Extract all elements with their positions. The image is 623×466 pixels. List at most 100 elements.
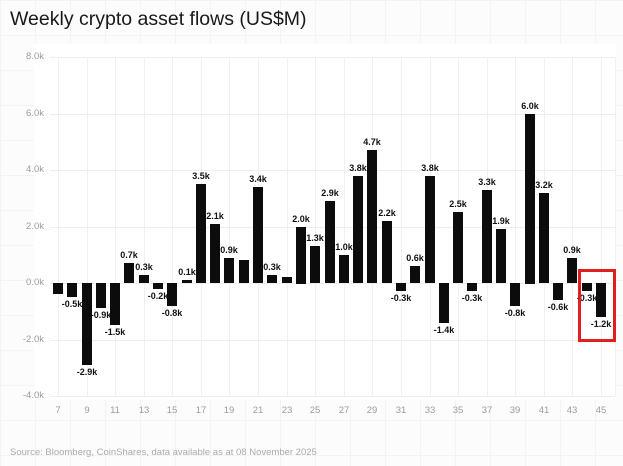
bar-week-35 bbox=[453, 212, 463, 283]
bar-week-16 bbox=[182, 280, 192, 283]
x-axis-tick-label: 31 bbox=[395, 405, 407, 416]
bar-week-34 bbox=[439, 283, 449, 323]
y-axis-tick-label: -4.0k bbox=[22, 390, 44, 401]
bar-week-42 bbox=[553, 283, 563, 300]
bar-week-20 bbox=[239, 260, 249, 283]
chart-title: Weekly crypto asset flows (US$M) bbox=[10, 8, 307, 30]
y-axis-tick-label: 2.0k bbox=[26, 221, 44, 232]
x-axis-tick-label: 23 bbox=[281, 405, 293, 416]
bar-week-25 bbox=[310, 246, 320, 283]
bar-week-18 bbox=[210, 224, 220, 283]
x-axis-tick-label: 29 bbox=[366, 405, 378, 416]
x-axis-tick-label: 39 bbox=[509, 405, 521, 416]
x-gridline bbox=[572, 57, 573, 396]
x-gridline bbox=[87, 57, 88, 396]
y-gridline bbox=[50, 57, 615, 58]
bar-week-13 bbox=[139, 275, 149, 283]
bar-week-21 bbox=[253, 187, 263, 283]
x-gridline bbox=[172, 57, 173, 396]
bar-value-label: -0.9k bbox=[90, 310, 112, 320]
bar-week-33 bbox=[425, 176, 435, 283]
bar-value-label: 4.7k bbox=[363, 137, 381, 147]
x-axis-tick-label: 21 bbox=[252, 405, 264, 416]
bar-value-label: 0.3k bbox=[263, 262, 281, 272]
bar-week-27 bbox=[339, 255, 349, 283]
x-axis-tick-label: 11 bbox=[110, 405, 120, 416]
bar-week-24 bbox=[296, 227, 306, 284]
y-gridline bbox=[50, 170, 615, 171]
bar-value-label: -1.2k bbox=[590, 319, 612, 329]
bar-value-label: 1.3k bbox=[306, 233, 324, 243]
y-axis-tick-label: 8.0k bbox=[26, 51, 44, 62]
y-gridline bbox=[50, 396, 615, 397]
x-axis-tick-label: 13 bbox=[138, 405, 150, 416]
bar-value-label: 2.5k bbox=[449, 199, 467, 209]
bar-week-19 bbox=[224, 258, 234, 283]
highlight-box bbox=[578, 269, 616, 342]
y-axis-tick-label: 6.0k bbox=[26, 108, 44, 119]
y-axis-tick-label: 0.0k bbox=[26, 277, 44, 288]
x-axis-tick-label: 7 bbox=[55, 405, 61, 416]
x-axis-tick-label: 25 bbox=[309, 405, 321, 416]
x-axis-tick-label: 9 bbox=[84, 405, 90, 416]
bar-week-40 bbox=[525, 114, 535, 284]
bar-value-label: -0.3k bbox=[461, 293, 483, 303]
bar-value-label: 1.0k bbox=[335, 242, 353, 252]
bar-value-label: 2.0k bbox=[292, 214, 310, 224]
bar-value-label: -2.9k bbox=[76, 367, 98, 377]
source-note: Source: Bloomberg, CoinShares, data avai… bbox=[10, 447, 317, 458]
bar-value-label: 3.5k bbox=[192, 171, 210, 181]
bar-value-label: 3.3k bbox=[478, 177, 496, 187]
bar-value-label: -0.6k bbox=[547, 302, 569, 312]
bar-week-23 bbox=[282, 277, 292, 283]
y-axis-tick-label: -2.0k bbox=[22, 334, 44, 345]
x-axis-tick-label: 33 bbox=[424, 405, 436, 416]
bar-week-44 bbox=[582, 283, 592, 291]
bar-week-39 bbox=[510, 283, 520, 306]
bar-week-43 bbox=[567, 258, 577, 283]
bar-value-label: -0.8k bbox=[504, 308, 526, 318]
x-axis-tick-label: 35 bbox=[452, 405, 464, 416]
bar-week-8 bbox=[67, 283, 77, 297]
x-axis-tick-label: 45 bbox=[595, 405, 607, 416]
plot-right-border bbox=[615, 57, 616, 396]
x-gridline bbox=[315, 57, 316, 396]
x-gridline bbox=[601, 57, 602, 396]
x-axis-tick-label: 41 bbox=[538, 405, 550, 416]
bar-week-14 bbox=[153, 283, 163, 289]
bar-value-label: 3.8k bbox=[421, 163, 439, 173]
bar-value-label: 1.9k bbox=[492, 216, 510, 226]
x-gridline bbox=[115, 57, 116, 396]
bar-value-label: 2.9k bbox=[321, 188, 339, 198]
bar-value-label: -1.5k bbox=[104, 327, 126, 337]
bar-value-label: 3.2k bbox=[535, 180, 553, 190]
x-axis-tick-label: 15 bbox=[166, 405, 178, 416]
y-axis-tick-label: 4.0k bbox=[26, 164, 44, 175]
x-gridline bbox=[287, 57, 288, 396]
bar-week-36 bbox=[467, 283, 477, 291]
bar-value-label: -1.4k bbox=[433, 325, 455, 335]
bar-week-11 bbox=[110, 283, 120, 325]
bar-week-12 bbox=[124, 263, 134, 283]
bar-value-label: -0.3k bbox=[576, 293, 598, 303]
x-gridline bbox=[58, 57, 59, 396]
bar-week-10 bbox=[96, 283, 106, 308]
bar-value-label: 0.9k bbox=[220, 245, 238, 255]
bar-value-label: 0.3k bbox=[135, 262, 153, 272]
bar-value-label: 0.1k bbox=[178, 267, 196, 277]
bar-week-45 bbox=[596, 283, 606, 317]
y-gridline bbox=[50, 114, 615, 115]
x-axis-tick-label: 19 bbox=[223, 405, 235, 416]
bar-value-label: -0.5k bbox=[61, 299, 83, 309]
x-gridline bbox=[229, 57, 230, 396]
bar-week-15 bbox=[167, 283, 177, 306]
bar-week-17 bbox=[196, 184, 206, 283]
bar-week-29 bbox=[367, 150, 377, 283]
bar-value-label: -0.2k bbox=[147, 291, 169, 301]
bar-value-label: 3.4k bbox=[249, 174, 267, 184]
bar-value-label: -0.3k bbox=[390, 293, 412, 303]
bar-value-label: 2.1k bbox=[206, 211, 224, 221]
bar-week-28 bbox=[353, 176, 363, 283]
